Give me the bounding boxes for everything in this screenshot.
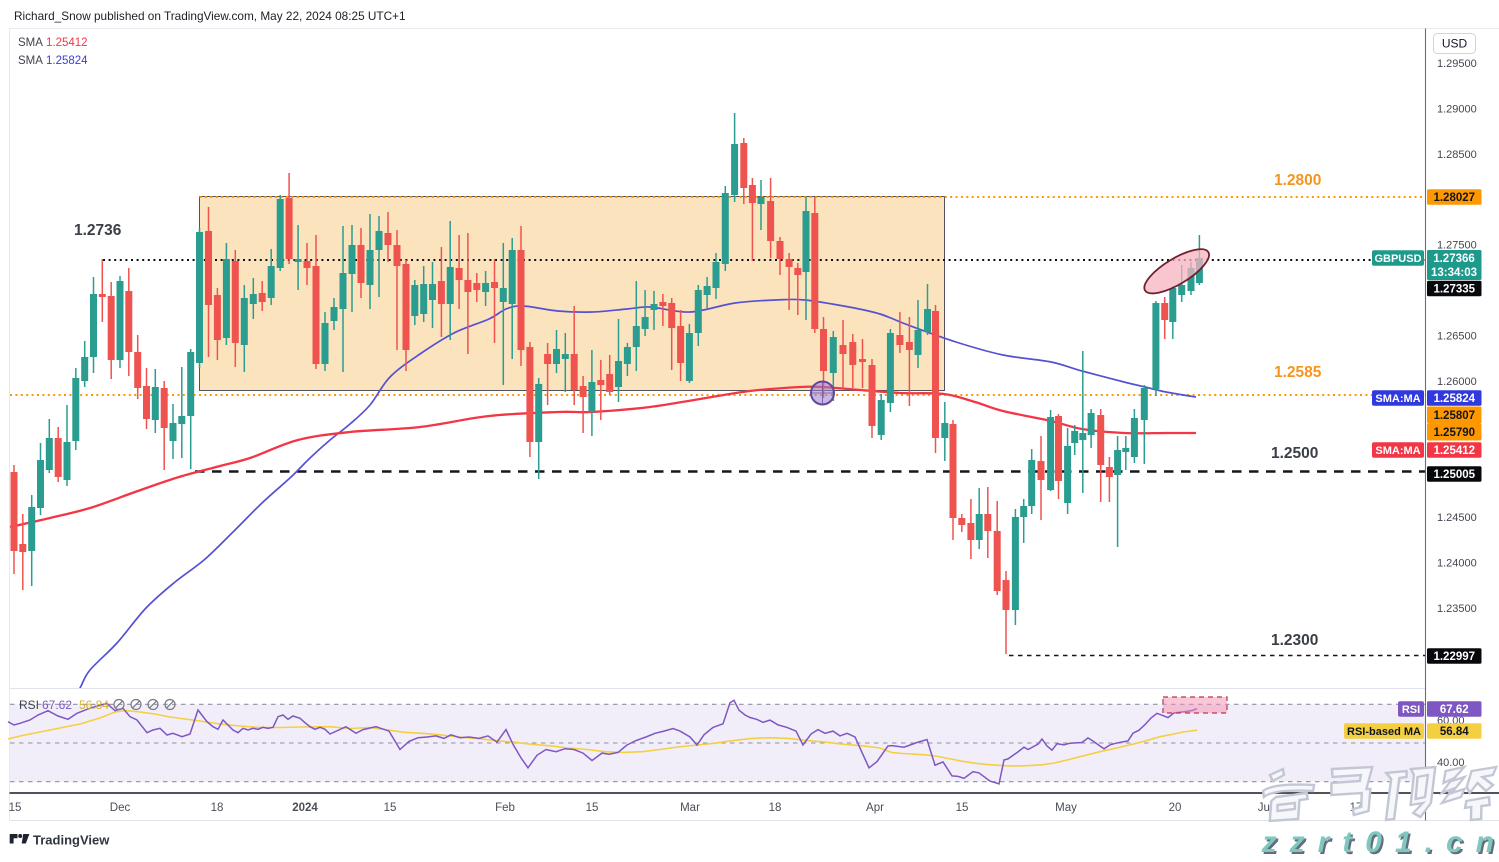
svg-text:67.62: 67.62 xyxy=(42,698,72,712)
svg-text:2024: 2024 xyxy=(292,802,318,814)
svg-text:1.2736: 1.2736 xyxy=(74,222,122,239)
svg-text:1.27335: 1.27335 xyxy=(1433,284,1475,296)
svg-text:USD: USD xyxy=(1442,37,1468,51)
svg-text:Dec: Dec xyxy=(110,802,131,814)
svg-text:Feb: Feb xyxy=(495,802,515,814)
svg-text:zzrt01.cn: zzrt01.cn xyxy=(1263,828,1499,857)
svg-text:Richard_Snow published on Trad: Richard_Snow published on TradingView.co… xyxy=(14,9,406,23)
svg-text:56.84: 56.84 xyxy=(79,698,109,712)
svg-text:Mar: Mar xyxy=(680,802,700,814)
svg-text:1.25824: 1.25824 xyxy=(46,55,88,67)
svg-text:15: 15 xyxy=(384,802,397,814)
svg-text:1.24500: 1.24500 xyxy=(1437,512,1477,524)
svg-text:1.2500: 1.2500 xyxy=(1271,445,1318,462)
svg-text:1.25412: 1.25412 xyxy=(46,37,88,49)
svg-text:1.26500: 1.26500 xyxy=(1437,331,1477,343)
svg-text:1.29000: 1.29000 xyxy=(1437,103,1477,115)
svg-text:1.28500: 1.28500 xyxy=(1437,149,1477,161)
svg-text:zzrt01.cn: zzrt01.cn xyxy=(1261,826,1499,857)
svg-text:May: May xyxy=(1055,802,1077,814)
svg-text:1.25824: 1.25824 xyxy=(1433,393,1475,405)
svg-text:GBPUSD: GBPUSD xyxy=(1374,253,1421,265)
svg-text:1.2585: 1.2585 xyxy=(1274,364,1322,381)
svg-text:SMA:MA: SMA:MA xyxy=(1375,393,1420,405)
svg-text:13:34:03: 13:34:03 xyxy=(1431,267,1477,279)
svg-text:18: 18 xyxy=(211,802,224,814)
svg-text:18: 18 xyxy=(769,802,782,814)
svg-text:1.25005: 1.25005 xyxy=(1433,469,1475,481)
svg-text:1.25790: 1.25790 xyxy=(1433,427,1475,439)
svg-text:56.84: 56.84 xyxy=(1440,726,1469,738)
svg-text:RSI: RSI xyxy=(1402,704,1420,716)
svg-text:1.2800: 1.2800 xyxy=(1274,172,1321,189)
svg-text:Apr: Apr xyxy=(866,802,884,814)
svg-text:TradingView: TradingView xyxy=(33,833,110,848)
svg-text:1.25807: 1.25807 xyxy=(1433,410,1475,422)
svg-text:1.22997: 1.22997 xyxy=(1433,651,1475,663)
svg-text:1.28027: 1.28027 xyxy=(1433,192,1475,204)
svg-text:1.26000: 1.26000 xyxy=(1437,376,1477,388)
svg-text:RSI-based MA: RSI-based MA xyxy=(1347,726,1421,738)
svg-text:20: 20 xyxy=(1169,802,1182,814)
svg-text:1.27366: 1.27366 xyxy=(1433,253,1475,265)
svg-text:15: 15 xyxy=(956,802,969,814)
svg-text:SMA: SMA xyxy=(18,37,43,49)
svg-text:15: 15 xyxy=(9,802,22,814)
svg-text:67.62: 67.62 xyxy=(1440,704,1469,716)
svg-text:1.25412: 1.25412 xyxy=(1433,445,1475,457)
svg-text:15: 15 xyxy=(586,802,599,814)
svg-text:1.29500: 1.29500 xyxy=(1437,58,1477,70)
svg-text:RSI: RSI xyxy=(19,698,39,712)
svg-text:1.23500: 1.23500 xyxy=(1437,603,1477,615)
svg-text:SMA:MA: SMA:MA xyxy=(1375,445,1420,457)
svg-text:1.27500: 1.27500 xyxy=(1437,240,1477,252)
svg-text:1.2300: 1.2300 xyxy=(1271,632,1318,649)
svg-text:SMA: SMA xyxy=(18,55,43,67)
svg-text:40.00: 40.00 xyxy=(1437,757,1465,769)
svg-text:1.24000: 1.24000 xyxy=(1437,558,1477,570)
